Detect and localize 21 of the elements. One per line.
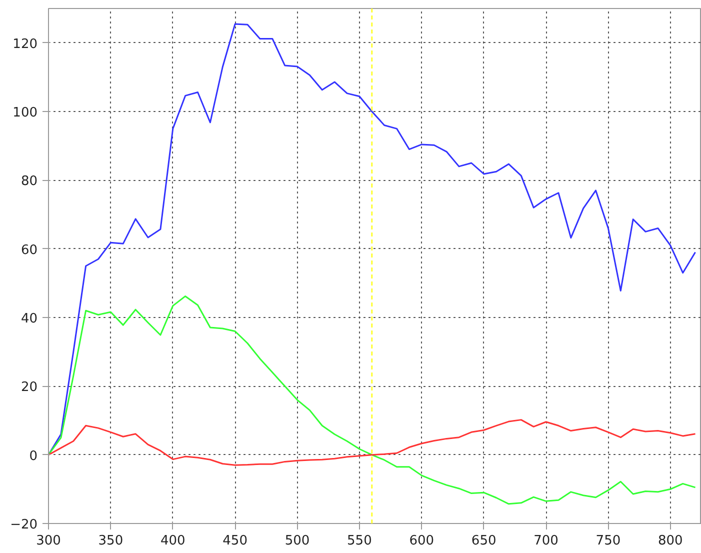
x-tick-label: 450 (222, 534, 248, 548)
x-tick-label: 350 (98, 534, 124, 548)
line-series (48, 419, 696, 466)
y-tick-label: 120 (12, 36, 38, 52)
x-tick-label: 700 (534, 534, 558, 548)
line-series (48, 295, 696, 505)
y-tick-label: 80 (20, 174, 38, 190)
x-tick-label: 600 (409, 534, 434, 548)
y-tick-label: 60 (20, 242, 38, 258)
y-tick-label: 20 (20, 380, 38, 396)
y-tick-label: 100 (12, 106, 38, 120)
x-tick-label: 550 (347, 534, 372, 548)
x-tick-label: 500 (284, 534, 310, 548)
y-tick-label: −20 (10, 518, 38, 532)
x-tick-label: 750 (596, 534, 621, 548)
x-tick-label: 400 (160, 534, 186, 548)
y-tick-label: 40 (20, 312, 38, 326)
x-tick-label: 300 (36, 534, 61, 548)
x-tick-label: 800 (658, 534, 683, 548)
x-tick-label: 650 (471, 534, 496, 548)
y-tick-label: 0 (29, 448, 38, 464)
